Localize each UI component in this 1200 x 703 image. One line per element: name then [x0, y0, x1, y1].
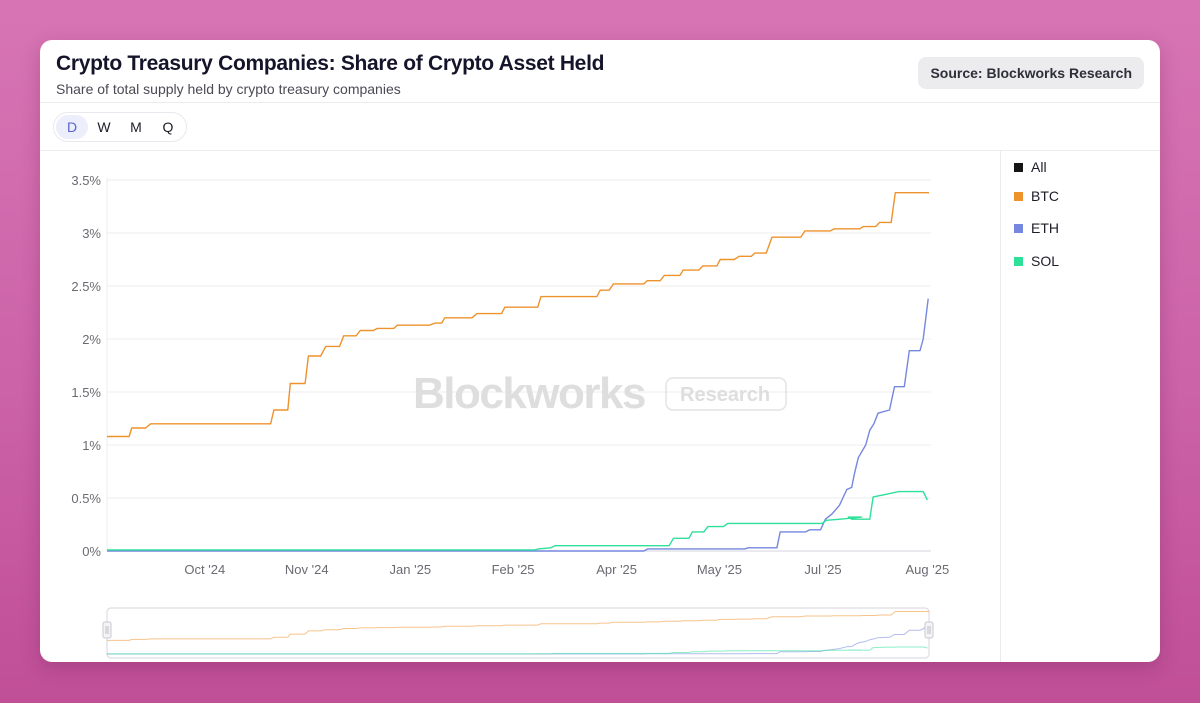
y-axis-ticks: 0% 0.5% 1% 1.5% 2% 2.5% 3% 3.5%	[71, 173, 101, 559]
chart-card: Crypto Treasury Companies: Share of Cryp…	[40, 40, 1160, 662]
y-tick-label: 3%	[82, 226, 101, 241]
watermark-tag-frame	[665, 377, 787, 411]
y-tick-label: 3.5%	[71, 173, 101, 188]
legend-label-eth: ETH	[1031, 220, 1059, 236]
legend-item-btc[interactable]: BTC	[1014, 188, 1059, 204]
legend-swatch-all	[1014, 162, 1023, 172]
frequency-weekly-button[interactable]: W	[97, 119, 111, 135]
watermark: Blockworks Research	[413, 369, 787, 418]
y-tick-label: 0.5%	[71, 491, 101, 506]
y-tick-label: 2.5%	[71, 279, 101, 294]
x-tick-label: Oct '24	[184, 562, 225, 577]
x-axis-ticks: Oct '24 Nov '24 Jan '25 Feb '25 Apr '25 May '…	[184, 562, 949, 577]
y-tick-label: 0%	[82, 544, 101, 559]
x-tick-label: Feb '25	[492, 562, 535, 577]
x-tick-label: Nov '24	[285, 562, 329, 577]
legend-label-sol: SOL	[1031, 253, 1060, 269]
x-tick-label: May '25	[697, 562, 742, 577]
chart-legend: All BTC ETH SOL	[1000, 151, 1160, 662]
navigator-line-sol	[107, 646, 928, 655]
series-lines	[107, 192, 929, 552]
legend-swatch-btc	[1014, 191, 1023, 201]
gridlines	[106, 178, 931, 552]
y-tick-label: 2%	[82, 332, 101, 347]
legend-label-all: All	[1031, 159, 1047, 175]
chart-header: Crypto Treasury Companies: Share of Cryp…	[40, 40, 1160, 103]
line-chart: 0% 0.5% 1% 1.5% 2% 2.5% 3% 3.5% Oct '24 Nov '24 J…	[71, 173, 949, 659]
series-line-btc	[107, 192, 929, 438]
watermark-tag: Research	[680, 384, 770, 406]
x-tick-label: Jan '25	[390, 562, 432, 577]
chart-toolbar: D W M Q	[40, 103, 1160, 151]
legend-swatch-sol	[1014, 256, 1023, 266]
y-tick-label: 1.5%	[71, 385, 101, 400]
source-badge: Source: Blockworks Research	[918, 57, 1144, 89]
navigator-left-handle[interactable]	[102, 621, 112, 639]
x-tick-label: Aug '25	[906, 562, 950, 577]
navigator-line-btc	[107, 611, 929, 641]
chart-title: Crypto Treasury Companies: Share of Cryp…	[56, 52, 605, 75]
legend-swatch-eth	[1014, 223, 1023, 233]
series-line-sol	[107, 490, 929, 551]
frequency-selector: D W M Q	[53, 112, 187, 142]
navigator-right-handle[interactable]	[924, 621, 934, 639]
x-tick-label: Jul '25	[804, 562, 841, 577]
chart-subtitle: Share of total supply held by crypto tre…	[56, 81, 401, 97]
x-tick-label: Apr '25	[596, 562, 637, 577]
y-tick-label: 1%	[82, 438, 101, 453]
range-navigator[interactable]	[102, 607, 934, 659]
navigator-line-eth	[107, 623, 929, 655]
legend-label-btc: BTC	[1031, 188, 1059, 204]
frequency-monthly-button[interactable]: M	[130, 119, 142, 135]
legend-item-eth[interactable]: ETH	[1014, 220, 1059, 236]
frequency-quarterly-button[interactable]: Q	[162, 119, 174, 135]
frequency-daily-button[interactable]: D	[56, 115, 88, 139]
legend-item-all[interactable]: All	[1014, 159, 1047, 175]
watermark-brand: Blockworks	[413, 369, 645, 418]
legend-item-sol[interactable]: SOL	[1014, 253, 1059, 269]
series-line-eth	[107, 298, 929, 552]
